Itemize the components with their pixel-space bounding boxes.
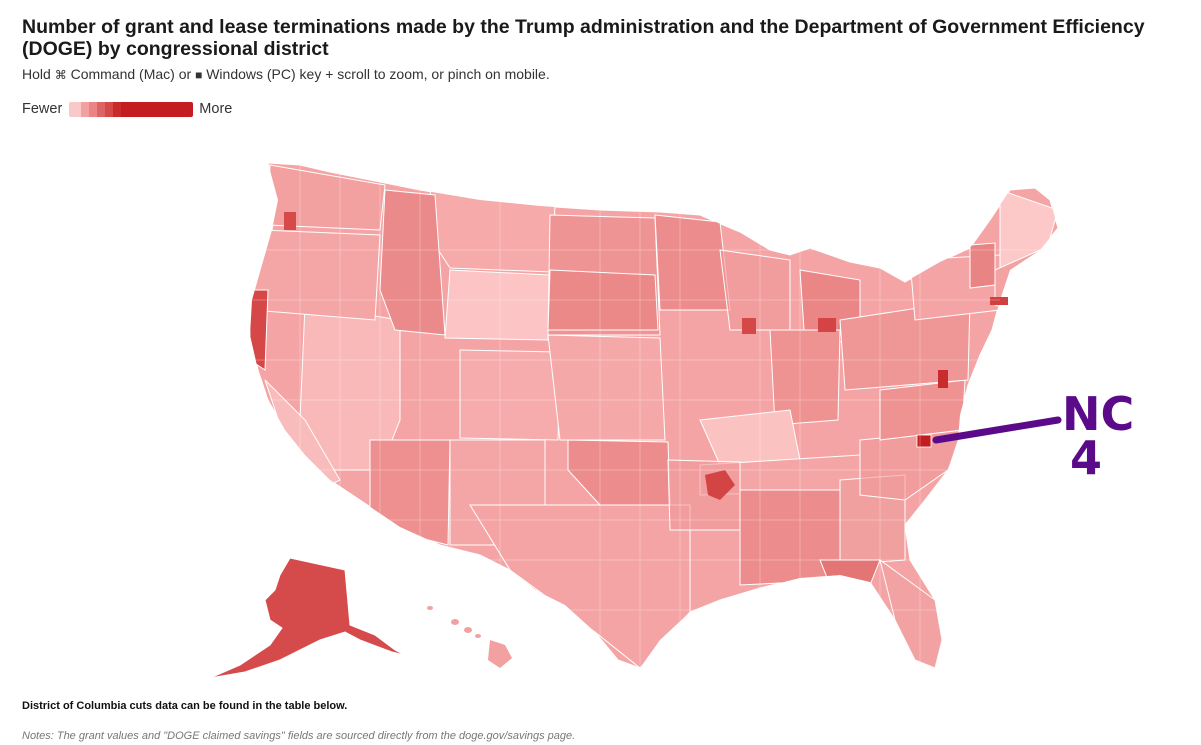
annotation-pointer-line xyxy=(932,416,1062,444)
district-mi-dark xyxy=(818,318,836,332)
district-wa-dark xyxy=(284,212,296,230)
district-ia-dark xyxy=(742,318,756,334)
map-svg[interactable]: NC 4 xyxy=(0,120,1201,690)
dc-footnote: District of Columbia cuts data can be fo… xyxy=(22,700,348,712)
region-illinois-indiana xyxy=(769,329,841,426)
legend-swatch xyxy=(81,101,90,117)
district-ma-dark xyxy=(990,297,1008,305)
region-arizona xyxy=(369,439,451,546)
region-montana xyxy=(429,189,556,273)
region-texas xyxy=(469,504,691,668)
legend-swatch xyxy=(89,101,98,117)
district-va-dark xyxy=(938,370,948,388)
region-oregon xyxy=(251,229,381,321)
district-nc-4[interactable] xyxy=(916,434,932,448)
command-key-icon: ⌘ xyxy=(54,68,67,82)
region-nebraska-kansas xyxy=(547,334,666,441)
alaska-shape xyxy=(209,557,406,679)
legend-low-label: Fewer xyxy=(22,101,63,117)
hold-label: Hold xyxy=(22,66,51,82)
region-wyoming xyxy=(444,269,551,341)
zoom-instructions: Hold ⌘ Command (Mac) or ■ Windows (PC) k… xyxy=(22,66,550,82)
region-virginia xyxy=(879,379,966,441)
legend-swatch xyxy=(69,101,82,117)
windows-label: Windows (PC) key + scroll to zoom, or pi… xyxy=(206,66,550,82)
region-california-coast xyxy=(250,289,269,371)
hawaii-shape xyxy=(427,606,512,668)
region-arkansas xyxy=(667,459,741,531)
windows-key-icon: ■ xyxy=(195,68,203,82)
legend-swatch xyxy=(97,101,106,117)
region-florida xyxy=(879,558,943,668)
region-florida-panhandle xyxy=(819,559,881,586)
legend-swatch xyxy=(105,101,114,117)
region-colorado xyxy=(459,349,561,441)
district-ar-dark xyxy=(705,470,735,500)
region-idaho xyxy=(379,189,446,336)
legend-swatch xyxy=(113,101,122,117)
legend-swatch xyxy=(121,101,194,117)
district-map[interactable]: NC 4 xyxy=(0,120,1201,690)
legend-high-label: More xyxy=(199,101,233,117)
annotation-label-line2: 4 xyxy=(1070,431,1102,485)
region-minnesota xyxy=(654,214,731,311)
chart-title: Number of grant and lease terminations m… xyxy=(22,16,1145,60)
command-label: Command (Mac) or xyxy=(70,66,192,82)
legend-color-ramp xyxy=(69,101,194,117)
annotation-label-line1: NC xyxy=(1062,387,1134,441)
color-legend: Fewer More xyxy=(22,100,232,118)
source-notes: Notes: The grant values and "DOGE claime… xyxy=(22,730,576,742)
